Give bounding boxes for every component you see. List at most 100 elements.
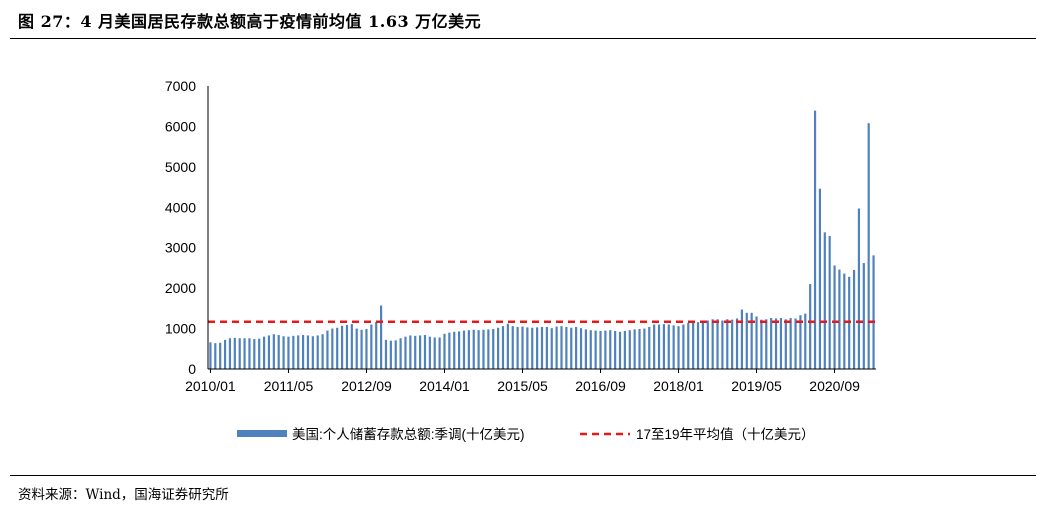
y-tick-label: 3000 [165,240,196,256]
bar [228,338,232,369]
bar [614,331,617,369]
bar [433,337,436,369]
bar [809,284,812,369]
bar [428,336,431,369]
bar [696,322,700,369]
bar [384,339,388,369]
bar [672,325,675,369]
bar [604,330,607,369]
bar [755,316,758,369]
bar [394,340,397,369]
bar [306,335,310,369]
bar [584,329,587,369]
bar [731,319,734,369]
bar [272,334,275,369]
bar [462,330,466,369]
y-tick-label: 4000 [165,199,196,215]
bar [477,330,480,369]
bar [813,110,817,369]
bar [243,338,246,369]
bar [657,324,661,369]
bar [726,319,729,369]
bar [711,319,714,369]
bar [638,328,641,369]
bar [555,326,558,369]
bar [770,318,773,369]
bar [823,232,826,369]
x-tick-label: 2015/05 [497,378,548,394]
bar [321,334,324,369]
bar [623,331,626,369]
bar [589,330,592,369]
bar [404,336,407,369]
bar [872,255,875,369]
bar [506,323,509,369]
bar [301,335,305,369]
legend: 美国:个人储蓄存款总额:季调(十亿美元) 17至19年平均值（十亿美元） [237,427,815,442]
bar [643,328,646,369]
legend-swatch-bars [237,430,287,437]
bar [409,335,412,369]
bar [799,315,802,369]
bar [779,318,783,369]
figure-title: 图 27：4 月美国居民存款总额高于疫情前均值 1.63 万亿美元 [18,12,482,31]
source-note: 资料来源：Wind，国海证券研究所 [18,487,229,503]
bar [540,326,544,369]
bar [867,123,870,369]
bar [258,338,261,369]
bar [765,319,768,369]
y-tick-label: 5000 [165,159,196,175]
bar [828,235,831,369]
bar [862,263,865,369]
bar [380,305,383,369]
bar [423,335,427,369]
bar [716,319,719,369]
bar [545,326,548,369]
bar [277,335,280,369]
bar [648,326,651,369]
bar [345,324,349,369]
bar [516,326,519,369]
bar [838,269,841,369]
bar [497,327,500,369]
bar [458,331,461,369]
bar [355,328,358,369]
bar [740,309,744,369]
bar [565,326,568,369]
bar [536,327,539,369]
bar [789,318,792,369]
bar [419,335,422,369]
bar [618,331,622,369]
bar [438,337,441,369]
bar [526,327,529,369]
y-axis: 0 1000 2000 3000 4000 5000 6000 7000 [165,78,209,377]
bar [253,339,256,369]
bar [511,326,514,369]
bar [760,319,763,369]
x-tick-label: 2016/09 [575,378,626,394]
bar [833,265,836,369]
y-tick-label: 6000 [165,118,196,134]
x-tick-label: 2019/05 [731,378,782,394]
bar [594,330,597,369]
x-tick-label: 2020/09 [809,378,860,394]
bar [360,329,363,369]
bar [467,330,470,369]
bar [219,342,222,369]
bar [209,342,212,369]
bar [701,321,704,369]
bar [721,320,724,369]
bar [857,208,861,369]
bar [297,335,300,369]
legend-label-bars: 美国:个人储蓄存款总额:季调(十亿美元) [292,427,525,442]
bar [575,326,578,369]
bar [662,324,665,369]
bar [550,328,553,369]
y-tick-label: 0 [188,361,196,377]
legend-label-line: 17至19年平均值（十亿美元） [636,427,815,442]
bar [852,269,856,369]
bar [794,318,797,369]
bar [682,324,685,369]
bar [628,330,631,369]
x-tick-label: 2018/01 [653,378,704,394]
